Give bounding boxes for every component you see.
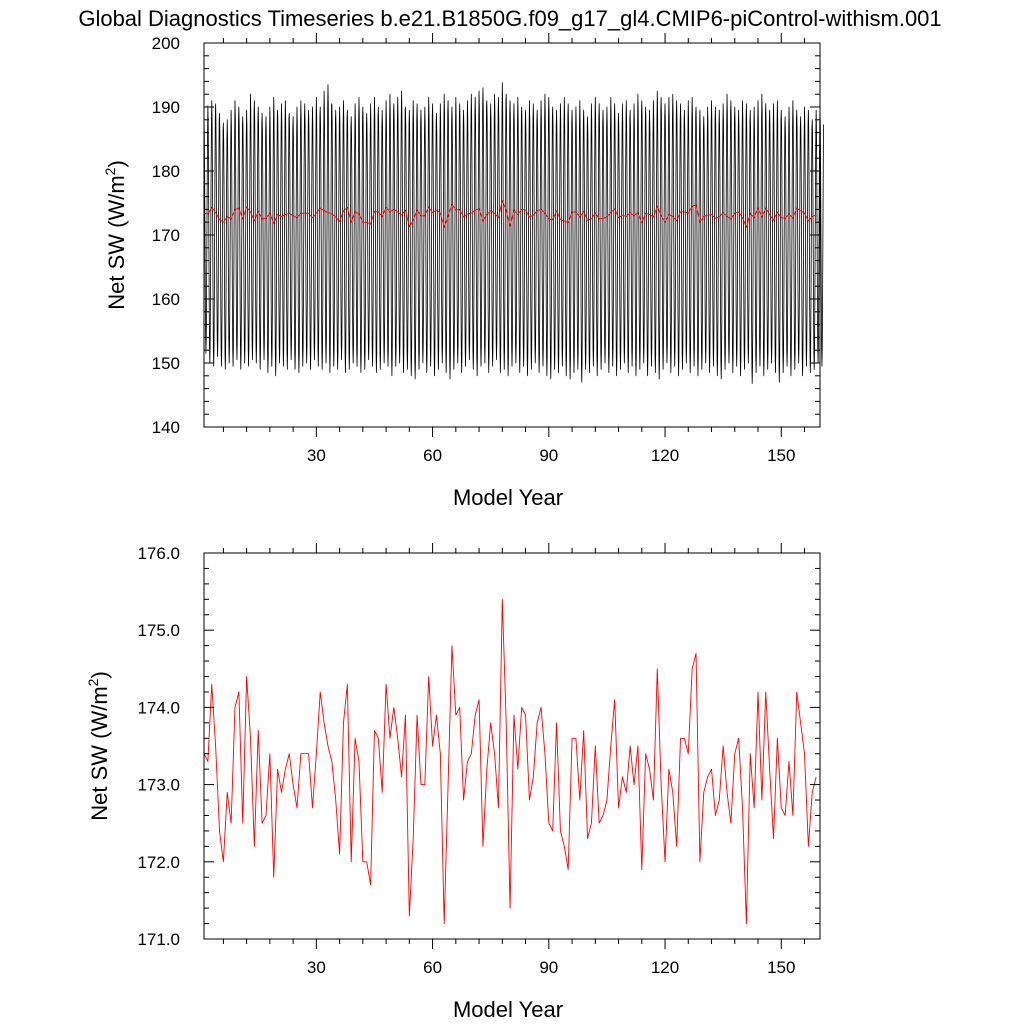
y-tick-label: 171.0 [137,930,180,949]
y-tick-label: 172.0 [137,853,180,872]
x-tick-label: 90 [539,446,558,465]
x-tick-label: 150 [767,446,795,465]
y-tick-label: 170 [152,226,180,245]
y-tick-label: 174.0 [137,698,180,717]
x-tick-label: 150 [767,958,795,977]
annual-series-line [203,598,817,925]
x-tick-label: 60 [423,446,442,465]
y-axis-title-close: ) [87,671,112,678]
y-tick-label: 200 [152,34,180,53]
y-tick-label: 176.0 [137,544,180,563]
x-tick-label: 120 [651,446,679,465]
plot-frame [203,552,821,940]
x-tick-label: 90 [539,958,558,977]
y-axis-title-main: Net SW (W/m [87,686,112,820]
top-panel: 140 150 160 170 180 190 200 30 60 90 120 150 Model Y… [102,33,824,510]
y-tick-label: 150 [152,354,180,373]
y-axis-title-superscript: 2 [85,678,101,686]
y-axis-title: Net SW (W/m2) [102,160,129,310]
x-tick-label: 60 [423,958,442,977]
y-axis-title-superscript: 2 [102,167,118,175]
y-axis-title: Net SW (W/m2) [85,671,112,821]
y-tick-label: 180 [152,162,180,181]
y-tick-label: 140 [152,418,180,437]
x-axis-title: Model Year [453,997,563,1022]
annual-series-line [203,199,817,228]
bottom-panel: 171.0 172.0 173.0 174.0 175.0 176.0 30 60 90 120 1… [85,543,821,1022]
y-axis-title-close: ) [104,160,129,167]
monthly-series-line [203,82,824,384]
y-tick-label: 160 [152,290,180,309]
y-tick-label: 173.0 [137,776,180,795]
y-axis-title-main: Net SW (W/m [104,175,129,309]
y-tick-label: 190 [152,98,180,117]
x-tick-label: 30 [307,958,326,977]
x-axis-title: Model Year [453,485,563,510]
x-tick-label: 120 [651,958,679,977]
figure-title: Global Diagnostics Timeseries b.e21.B185… [78,6,941,31]
y-tick-label: 175.0 [137,621,180,640]
x-tick-label: 30 [307,446,326,465]
